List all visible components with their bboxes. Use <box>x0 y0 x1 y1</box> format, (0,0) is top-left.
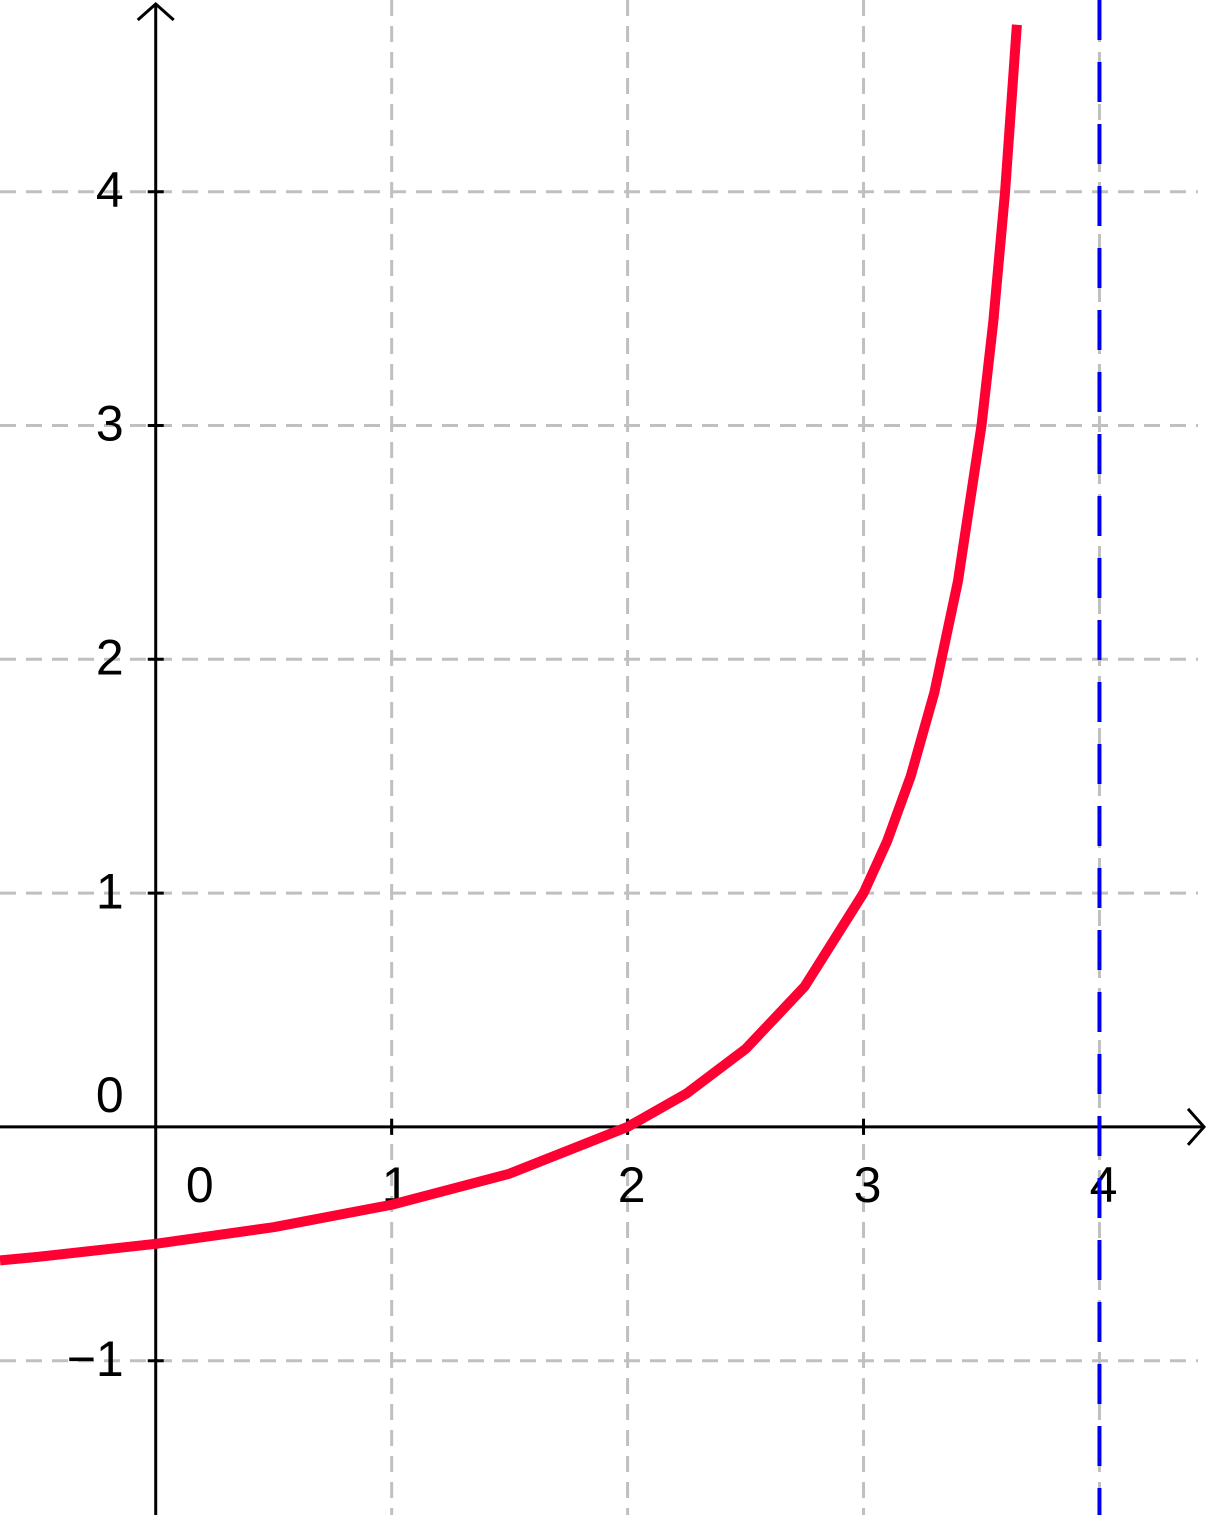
y-tick-label: 0 <box>96 1067 124 1123</box>
y-tick-label: −1 <box>67 1331 124 1387</box>
x-tick-label: 3 <box>854 1157 882 1213</box>
x-tick-label: 0 <box>186 1157 214 1213</box>
y-tick-label: 1 <box>96 863 124 919</box>
curve <box>0 24 1022 1266</box>
x-axis-arrow <box>1186 1107 1207 1146</box>
y-tick-label: 2 <box>96 630 124 686</box>
y-axis-arrow <box>136 1 175 22</box>
y-tick-label: 3 <box>96 396 124 452</box>
x-tick-label: 4 <box>1090 1157 1118 1213</box>
y-tick-label: 4 <box>96 162 124 218</box>
x-tick-label: 2 <box>618 1157 646 1213</box>
